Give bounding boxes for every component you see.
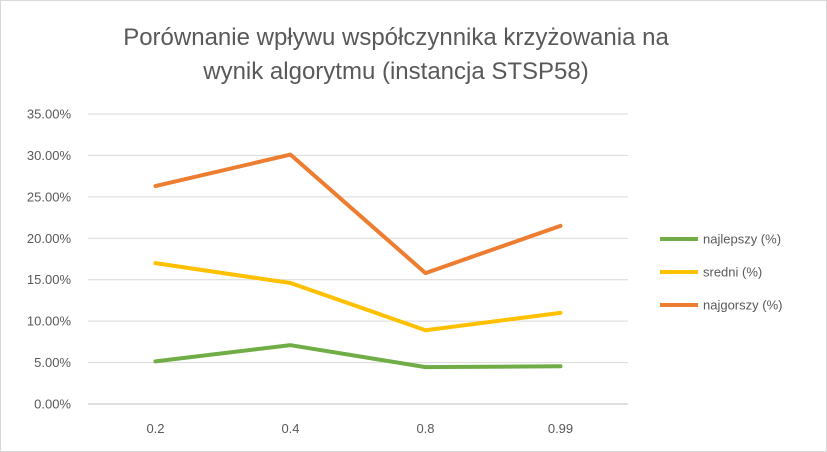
series-line [153, 343, 563, 370]
x-tick-label: 0.99 [548, 421, 573, 436]
y-tick-label: 25.00% [27, 189, 72, 204]
series-line [153, 261, 563, 333]
chart-title: Porównanie wpływu współczynnika krzyżowa… [123, 24, 669, 85]
x-tick-label: 0.8 [416, 421, 434, 436]
y-tick-label: 0.00% [34, 397, 71, 412]
x-tick-label: 0.4 [281, 421, 299, 436]
y-tick-label: 15.00% [27, 272, 72, 287]
legend-label: najgorszy (%) [703, 298, 782, 313]
y-tick-label: 5.00% [34, 355, 71, 370]
y-tick-label: 20.00% [27, 231, 72, 246]
x-tick-label: 0.2 [146, 421, 164, 436]
y-tick-label: 35.00% [27, 107, 72, 122]
series-line [153, 152, 563, 276]
y-tick-label: 10.00% [27, 314, 72, 329]
y-tick-label: 30.00% [27, 148, 72, 163]
legend-label: sredni (%) [703, 265, 762, 280]
legend-label: najlepszy (%) [703, 232, 781, 247]
